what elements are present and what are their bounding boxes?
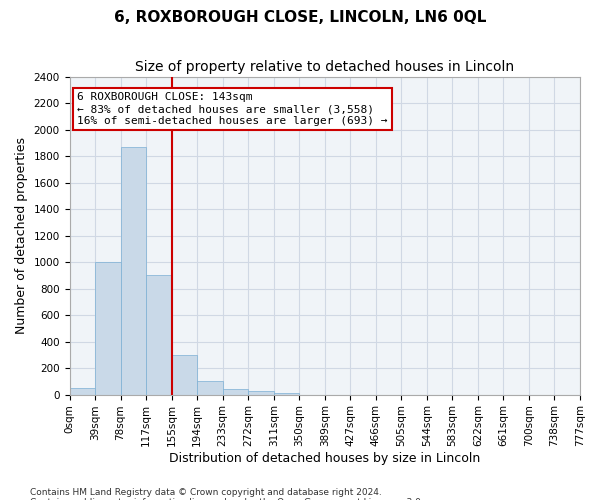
Y-axis label: Number of detached properties: Number of detached properties (15, 137, 28, 334)
Bar (95, 262, 121, 394)
Bar (248, 392, 274, 394)
Bar (197, 380, 223, 394)
Bar (121, 147, 146, 394)
Bar (172, 355, 197, 395)
Title: Size of property relative to detached houses in Lincoln: Size of property relative to detached ho… (135, 60, 514, 74)
Bar (223, 388, 248, 394)
Text: Contains public sector information licensed under the Open Government Licence v3: Contains public sector information licen… (30, 498, 424, 500)
Bar (70, 388, 95, 394)
Bar (146, 276, 172, 394)
X-axis label: Distribution of detached houses by size in Lincoln: Distribution of detached houses by size … (169, 452, 481, 465)
Text: 6 ROXBOROUGH CLOSE: 143sqm
← 83% of detached houses are smaller (3,558)
16% of s: 6 ROXBOROUGH CLOSE: 143sqm ← 83% of deta… (77, 92, 388, 126)
Text: Contains HM Land Registry data © Crown copyright and database right 2024.: Contains HM Land Registry data © Crown c… (30, 488, 382, 497)
Text: 6, ROXBOROUGH CLOSE, LINCOLN, LN6 0QL: 6, ROXBOROUGH CLOSE, LINCOLN, LN6 0QL (114, 10, 486, 25)
